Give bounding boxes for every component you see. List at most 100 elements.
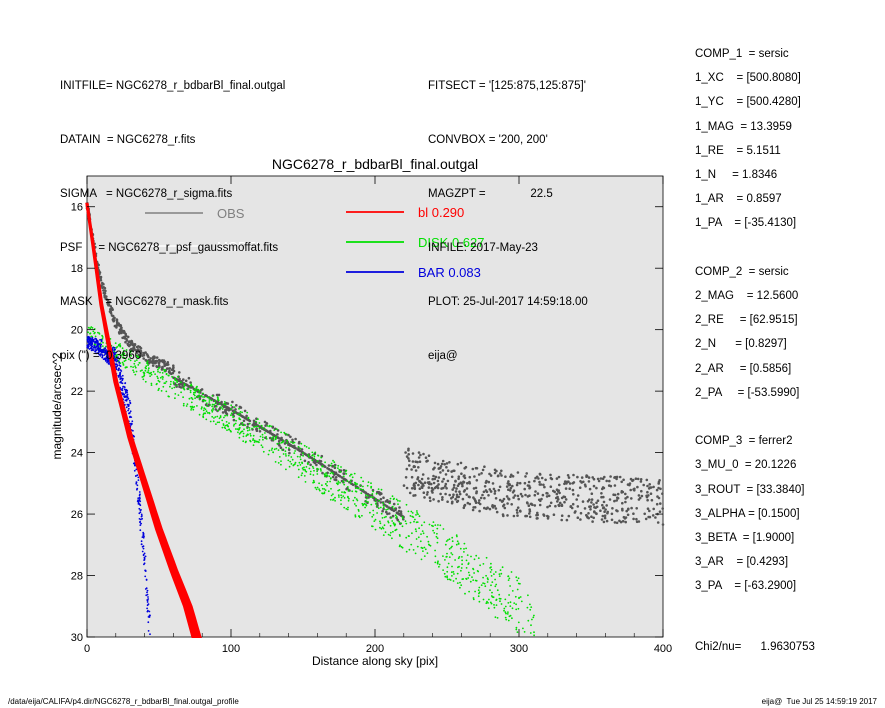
- disk-point: [455, 543, 458, 546]
- disk-point: [258, 422, 261, 424]
- obs-point: [287, 448, 291, 452]
- obs-point: [326, 471, 329, 475]
- disk-point: [510, 571, 513, 573]
- obs-point: [407, 453, 411, 456]
- disk-point: [249, 439, 252, 442]
- disk-point: [418, 515, 421, 518]
- disk-point: [490, 584, 492, 587]
- obs-point: [567, 514, 571, 518]
- bar-point: [115, 368, 118, 371]
- obs-point: [467, 495, 471, 499]
- legend-label-bar: BAR 0.083: [418, 265, 481, 280]
- bar-point: [94, 337, 97, 340]
- obs-point: [480, 472, 483, 475]
- obs-point: [516, 514, 519, 517]
- disk-point: [412, 549, 415, 551]
- disk-point: [243, 428, 245, 431]
- disk-point: [202, 392, 204, 395]
- disk-point: [507, 579, 510, 581]
- disk-point: [252, 438, 255, 440]
- obs-point: [474, 501, 478, 505]
- disk-point: [505, 618, 508, 621]
- disk-point: [228, 422, 230, 425]
- y-tick-label: 28: [71, 571, 83, 583]
- disk-point: [446, 578, 449, 581]
- obs-point: [650, 498, 654, 502]
- param-line: 3_ALPHA = [0.1500]: [695, 507, 800, 520]
- disk-point: [475, 554, 478, 557]
- disk-point: [260, 424, 263, 427]
- disk-point: [246, 429, 249, 432]
- disk-point: [416, 512, 418, 514]
- disk-point: [209, 404, 212, 406]
- disk-point: [415, 538, 418, 540]
- obs-point: [394, 508, 397, 512]
- disk-point: [372, 514, 375, 516]
- disk-point: [383, 516, 386, 519]
- obs-point: [524, 514, 527, 518]
- disk-point: [420, 533, 422, 535]
- disk-point: [215, 405, 218, 408]
- disk-point: [393, 507, 396, 510]
- obs-point: [450, 475, 454, 479]
- bar-point: [137, 503, 140, 505]
- disk-point: [329, 480, 331, 483]
- obs-point: [441, 496, 444, 499]
- disk-point: [337, 494, 340, 497]
- obs-point: [587, 516, 590, 520]
- bar-point: [142, 545, 145, 548]
- disk-point: [426, 552, 429, 554]
- param-line: 1_N = 1.8346: [695, 169, 778, 181]
- disk-point: [395, 498, 398, 501]
- obs-point: [632, 488, 635, 491]
- obs-point: [579, 511, 583, 515]
- disk-point: [200, 395, 203, 397]
- obs-point: [385, 510, 388, 514]
- obs-point: [461, 484, 464, 488]
- disk-point: [466, 554, 469, 556]
- obs-point: [482, 490, 486, 494]
- disk-point: [381, 517, 384, 519]
- obs-point: [654, 516, 657, 519]
- disk-point: [307, 453, 310, 456]
- disk-point: [119, 343, 121, 345]
- param-line: Chi2/nu= 1.9630753: [695, 640, 815, 653]
- disk-point: [515, 628, 518, 631]
- obs-point: [493, 468, 497, 472]
- obs-point: [472, 487, 476, 490]
- disk-point: [467, 577, 470, 579]
- obs-point: [277, 439, 281, 443]
- disk-point: [165, 380, 168, 383]
- bar-point: [104, 347, 107, 350]
- obs-point: [613, 499, 616, 503]
- disk-point: [420, 558, 423, 561]
- bar-point: [139, 520, 142, 523]
- disk-point: [450, 546, 452, 549]
- obs-point: [643, 512, 646, 516]
- obs-point: [563, 482, 566, 486]
- disk-point: [218, 417, 221, 420]
- disk-point: [392, 530, 394, 533]
- disk-point: [372, 509, 375, 512]
- header-line: CONVBOX = '200, 200': [428, 134, 548, 146]
- disk-point: [378, 499, 381, 502]
- disk-point: [224, 414, 227, 417]
- disk-point: [299, 447, 302, 450]
- obs-point: [268, 436, 272, 440]
- bar-point: [116, 359, 119, 362]
- disk-point: [339, 471, 342, 473]
- obs-point: [588, 487, 592, 491]
- obs-point: [172, 369, 176, 373]
- obs-point: [314, 459, 318, 463]
- obs-point: [458, 490, 461, 494]
- disk-point: [266, 425, 269, 427]
- obs-point: [567, 476, 571, 479]
- disk-point: [211, 395, 214, 397]
- disk-point: [116, 353, 119, 356]
- bar-point: [93, 344, 96, 347]
- disk-point: [387, 521, 390, 524]
- obs-point: [603, 475, 606, 479]
- disk-point: [213, 403, 215, 406]
- obs-point: [644, 517, 648, 521]
